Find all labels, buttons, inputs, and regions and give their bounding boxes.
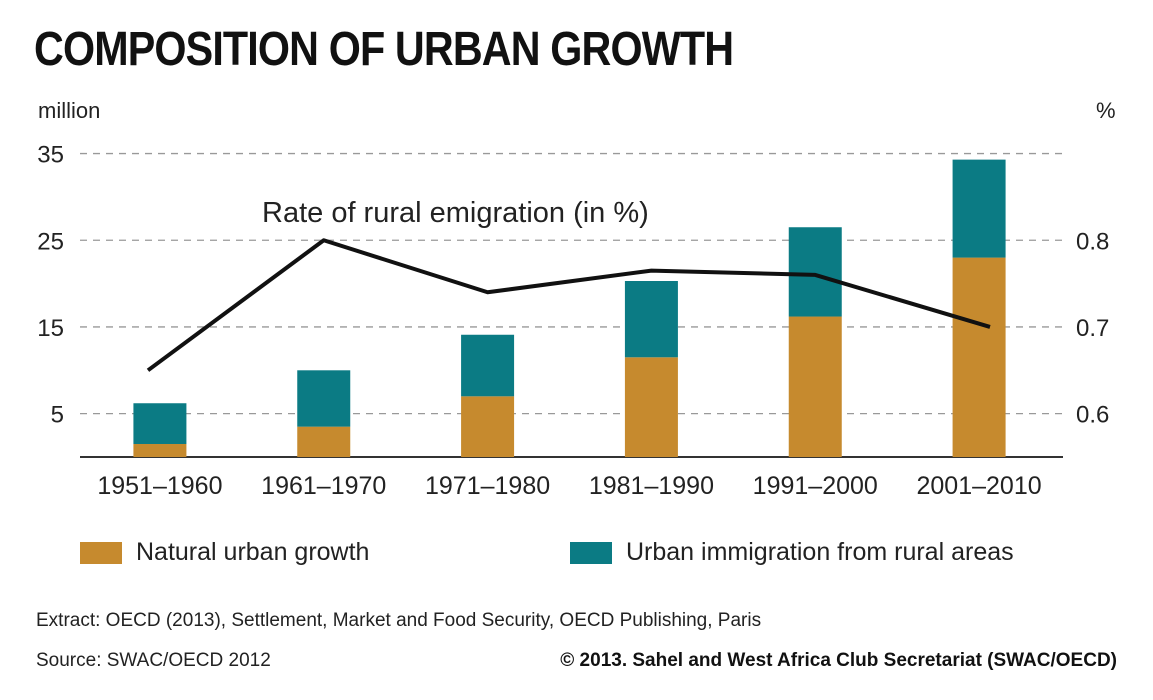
bar-natural-growth xyxy=(624,357,678,457)
left-axis-unit: million xyxy=(38,98,101,123)
bar-urban-immigration xyxy=(133,403,187,444)
legend-natural-label: Natural urban growth xyxy=(136,538,370,566)
y-left-tick-label: 25 xyxy=(37,228,64,255)
bar-urban-immigration xyxy=(461,334,515,397)
x-tick-label: 1971–1980 xyxy=(425,472,550,500)
y-left-tick-label: 35 xyxy=(37,142,64,169)
chart-title: COMPOSITION OF URBAN GROWTH xyxy=(34,23,734,76)
bar-natural-growth xyxy=(461,396,515,457)
bar-natural-growth xyxy=(297,426,351,457)
right-axis-unit: % xyxy=(1096,98,1116,123)
bar-natural-growth xyxy=(788,316,842,457)
legend-immigration: Urban immigration from rural areas xyxy=(570,538,1014,567)
y-right-tick-label: 0.6 xyxy=(1076,402,1109,429)
bar-urban-immigration xyxy=(952,159,1006,258)
x-tick-label: 2001–2010 xyxy=(917,472,1042,500)
y-right-tick-label: 0.7 xyxy=(1076,315,1109,342)
rate-line-label: Rate of rural emigration (in %) xyxy=(262,197,649,229)
legend-natural-swatch xyxy=(80,541,122,564)
rate-line xyxy=(146,238,991,372)
bar-urban-immigration xyxy=(788,227,842,317)
bar-natural-growth xyxy=(952,257,1006,457)
footer-source: Source: SWAC/OECD 2012 xyxy=(36,650,271,671)
legend-immigration-swatch xyxy=(570,541,612,564)
y-right-tick-label: 0.8 xyxy=(1076,228,1109,255)
footer-copyright: © 2013. Sahel and West Africa Club Secre… xyxy=(560,650,1117,671)
bar-urban-immigration xyxy=(624,280,678,358)
legend-natural: Natural urban growth xyxy=(80,538,369,567)
legend-immigration-label: Urban immigration from rural areas xyxy=(626,538,1014,566)
footer-extract: Extract: OECD (2013), Settlement, Market… xyxy=(36,610,762,631)
x-tick-label: 1961–1970 xyxy=(261,472,386,500)
x-tick-label: 1991–2000 xyxy=(753,472,878,500)
x-tick-label: 1951–1960 xyxy=(97,472,222,500)
y-left-tick-label: 15 xyxy=(37,315,64,342)
y-left-tick-label: 5 xyxy=(51,402,64,429)
bar-urban-immigration xyxy=(297,370,351,427)
bar-natural-growth xyxy=(133,443,187,457)
x-tick-label: 1981–1990 xyxy=(589,472,714,500)
